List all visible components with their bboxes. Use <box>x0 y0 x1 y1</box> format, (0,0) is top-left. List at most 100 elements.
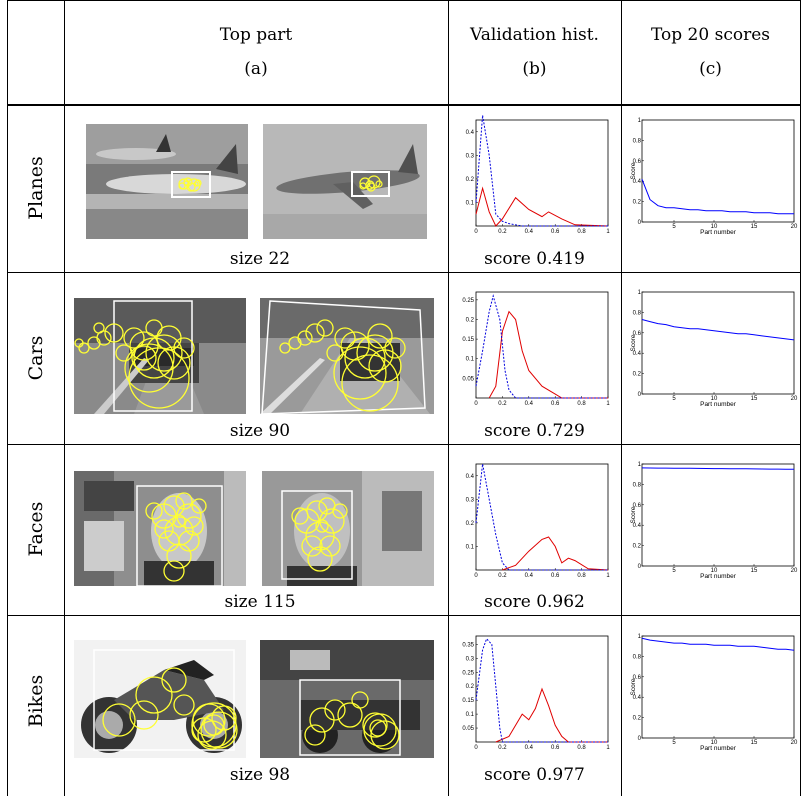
x-tick-label: 0.6 <box>551 229 560 235</box>
x-tick-label: 0 <box>474 229 478 235</box>
plot-frame <box>475 119 609 227</box>
y-tick-label: 0.4 <box>633 695 642 701</box>
x-tick-label: 0.2 <box>498 401 507 407</box>
score-caption-cars: score 0.729 <box>484 421 585 441</box>
col-a-header: Top part (a) <box>64 25 448 79</box>
score-line <box>641 467 795 470</box>
x-tick-label: 15 <box>751 396 758 402</box>
x-tick-label: 0.8 <box>577 745 586 751</box>
x-axis-label: Part number <box>700 401 737 408</box>
plot-frame <box>475 463 609 571</box>
y-tick-label: 0.4 <box>633 523 642 529</box>
col-a-letter: (a) <box>244 59 268 79</box>
y-tick-label: 0 <box>638 392 642 398</box>
cars-photo-2 <box>260 298 434 415</box>
size-caption-bikes: size 98 <box>229 765 291 785</box>
y-tick-label: 0.05 <box>462 376 474 382</box>
y-tick-label: 0.1 <box>466 712 475 718</box>
y-tick-label: 0.1 <box>466 357 475 363</box>
row-name-planes: Planes <box>25 156 47 220</box>
col-rule <box>64 0 65 796</box>
x-tick-label: 20 <box>791 224 798 230</box>
plot-frame <box>641 463 795 567</box>
plot-frame <box>641 291 795 395</box>
y-tick-label: 0.3 <box>466 153 475 159</box>
x-tick-label: 0.2 <box>498 745 507 751</box>
negative-histogram-line <box>475 637 608 743</box>
size-caption-cars: size 90 <box>229 421 291 441</box>
x-tick-label: 0.2 <box>498 573 507 579</box>
y-tick-label: 0.1 <box>466 200 475 206</box>
y-tick-label: 0.4 <box>633 179 642 185</box>
y-tick-label: 1 <box>638 118 642 124</box>
row-name-bikes: Bikes <box>25 674 47 728</box>
x-tick-label: 1 <box>606 229 610 235</box>
y-tick-label: 0.2 <box>466 521 475 527</box>
positive-histogram-line <box>502 536 609 571</box>
col-b-title: Validation hist. <box>470 25 599 45</box>
row-name-faces: Faces <box>25 501 47 557</box>
x-tick-label: 10 <box>711 224 718 230</box>
y-tick-label: 0.3 <box>466 497 475 503</box>
faces-photo-2 <box>262 471 434 586</box>
row-name-cars: Cars <box>25 335 47 381</box>
y-tick-label: 0.1 <box>466 544 475 550</box>
x-tick-label: 0.6 <box>551 401 560 407</box>
y-tick-label: 0 <box>638 220 642 226</box>
y-tick-label: 0.2 <box>466 684 475 690</box>
score-line <box>641 637 795 651</box>
y-tick-label: 1 <box>638 462 642 468</box>
col-c-header: Top 20 scores (c) <box>621 25 800 79</box>
y-tick-label: 0.4 <box>633 351 642 357</box>
positive-histogram-line <box>495 687 608 743</box>
histogram-faces: 0.1 0.2 0.3 0.4 0 0.2 0.4 0.6 0.8 1 <box>466 463 610 579</box>
score-caption-faces: score 0.962 <box>484 592 585 612</box>
y-tick-label: 0.8 <box>633 654 642 660</box>
col-a-title: Top part <box>219 25 293 45</box>
y-tick-label: 0.35 <box>462 642 474 648</box>
col-rule <box>7 0 8 796</box>
x-tick-label: 0 <box>474 401 478 407</box>
score-line <box>641 319 795 341</box>
score-line <box>641 179 794 215</box>
header-rule <box>7 104 801 106</box>
col-c-letter: (c) <box>699 59 722 79</box>
x-tick-label: 0.2 <box>498 229 507 235</box>
faces-photo-1 <box>74 471 246 587</box>
score-caption-planes: score 0.419 <box>484 249 585 269</box>
histogram-bikes: 0.05 0.1 0.15 0.2 0.25 0.3 0.35 0 0.2 0.4 0.6 0.8 1 <box>462 635 610 751</box>
y-tick-label: 1 <box>638 634 642 640</box>
histogram-cars: 0.05 0.1 0.15 0.2 0.25 0 0.2 0.4 0.6 0.8 1 <box>462 291 610 407</box>
x-tick-label: 0.6 <box>551 573 560 579</box>
x-tick-label: 0.4 <box>525 229 534 235</box>
y-tick-label: 0.2 <box>633 544 642 550</box>
x-tick-label: 0.8 <box>577 573 586 579</box>
x-tick-label: 0.4 <box>525 401 534 407</box>
x-tick-label: 0.8 <box>577 229 586 235</box>
y-tick-label: 0.25 <box>462 298 474 304</box>
plot-frame <box>641 635 795 739</box>
negative-histogram-line <box>475 115 608 227</box>
plot-frame <box>475 291 609 399</box>
x-tick-label: 0.4 <box>525 745 534 751</box>
x-tick-label: 5 <box>672 396 676 402</box>
y-tick-label: 0.15 <box>462 337 474 343</box>
y-tick-label: 0.8 <box>633 138 642 144</box>
y-tick-label: 0.4 <box>466 474 475 480</box>
y-tick-label: 0.8 <box>633 482 642 488</box>
x-tick-label: 15 <box>751 740 758 746</box>
y-tick-label: 0.25 <box>462 670 474 676</box>
y-tick-label: 0.2 <box>466 177 475 183</box>
col-c-title: Top 20 scores <box>651 25 770 45</box>
y-tick-label: 0.6 <box>633 159 642 165</box>
col-rule <box>448 0 449 796</box>
y-tick-label: 0.3 <box>466 656 475 662</box>
col-rule <box>621 0 622 796</box>
x-tick-label: 10 <box>711 568 718 574</box>
x-tick-label: 5 <box>672 224 676 230</box>
x-tick-label: 15 <box>751 224 758 230</box>
y-axis-label: Score <box>630 334 637 351</box>
